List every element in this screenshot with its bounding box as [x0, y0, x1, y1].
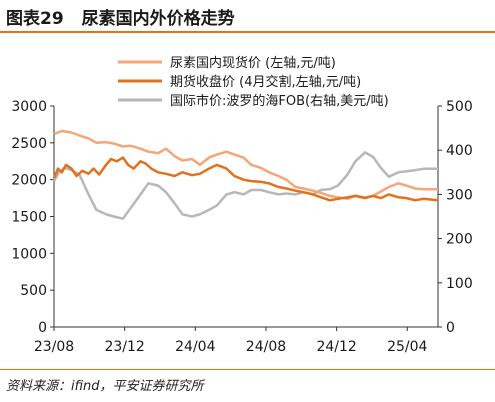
legend-label-2: 期货收盘价 (4月交割,左轴,元/吨)	[170, 74, 361, 90]
series-line-3	[52, 151, 438, 220]
legend-label-3: 国际市价:波罗的海FOB(右轴,美元/吨)	[170, 93, 389, 109]
right-tick-label: 0	[446, 320, 455, 336]
right-tick-label: 300	[446, 187, 473, 203]
x-tick-label: 24/08	[246, 339, 286, 355]
left-tick-label: 2000	[11, 173, 47, 189]
series-line-1	[53, 129, 438, 201]
left-tick-label: 0	[38, 320, 47, 336]
left-tick-label: 1000	[11, 246, 47, 262]
x-tick-label: 24/04	[175, 339, 215, 355]
right-tick-label: 100	[446, 276, 473, 292]
x-tick-label: 23/12	[104, 339, 144, 355]
x-tick-label: 24/12	[316, 339, 356, 355]
figure-title-text: 尿素国内外价格走势	[81, 9, 235, 29]
title-rule	[0, 31, 495, 33]
right-tick-label: 400	[446, 143, 473, 159]
left-tick-label: 500	[20, 283, 47, 299]
series-line-2	[52, 156, 439, 202]
source-rule	[0, 369, 495, 370]
right-tick-label: 500	[446, 99, 473, 115]
x-tick-label: 25/04	[387, 339, 427, 355]
left-tick-label: 2500	[11, 136, 47, 152]
source-note: 资料来源：ifind，平安证券研究所	[6, 379, 204, 394]
right-tick-label: 200	[446, 232, 473, 248]
figure-title: 图表29 尿素国内外价格走势	[6, 4, 253, 29]
left-tick-label: 1500	[11, 210, 47, 226]
left-tick-label: 3000	[11, 99, 47, 115]
legend-label-1: 尿素国内现货价 (左轴,元/吨)	[170, 55, 336, 71]
figure-number: 图表29	[6, 9, 64, 29]
x-tick-label: 23/08	[34, 339, 74, 355]
